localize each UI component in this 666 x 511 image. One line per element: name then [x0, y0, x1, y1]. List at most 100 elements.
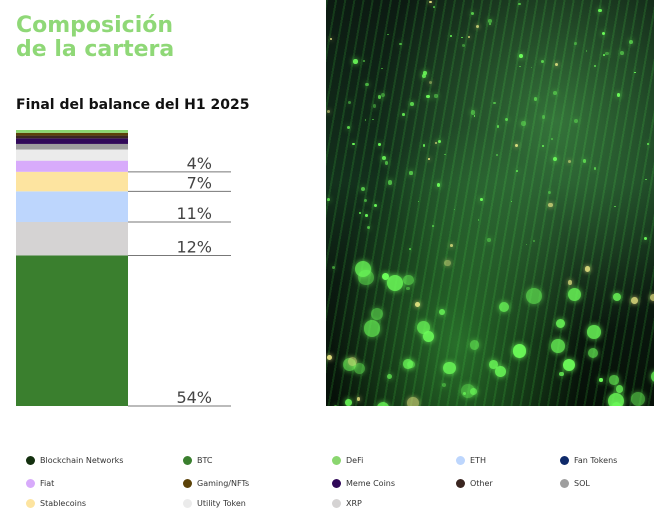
light-dot: [585, 50, 588, 53]
light-dot: [453, 208, 456, 211]
light-dot: [417, 200, 420, 203]
light-dot: [504, 117, 508, 121]
light-dot: [551, 339, 565, 353]
light-dot: [366, 225, 370, 230]
bar-segment-btc: [16, 255, 128, 406]
light-dot: [487, 18, 492, 23]
light-dot: [487, 238, 491, 242]
bar-segment-xrp: [16, 222, 128, 256]
legend-label: Meme Coins: [346, 479, 396, 488]
light-dot: [629, 40, 634, 45]
light-dot: [525, 287, 543, 305]
light-dot: [402, 113, 405, 116]
light-dot: [612, 402, 622, 406]
light-dot: [462, 44, 465, 48]
light-dot: [587, 325, 601, 340]
bar-segment-eth: [16, 191, 128, 222]
light-dot: [423, 71, 427, 75]
segment-value-label: 12%: [176, 237, 212, 256]
light-dot: [493, 101, 496, 105]
decorative-photo: [326, 0, 654, 406]
light-dot: [443, 361, 456, 375]
legend-label: BTC: [197, 456, 213, 465]
light-dot: [598, 8, 602, 12]
light-dot: [426, 94, 430, 99]
light-dot: [645, 178, 647, 181]
light-dot: [567, 159, 572, 164]
light-dot: [365, 82, 369, 87]
legend-swatch: [26, 499, 35, 508]
light-dot: [470, 340, 480, 350]
light-dot: [584, 265, 591, 272]
bar-segment-gaming-nfts: [16, 132, 128, 136]
light-dot: [422, 330, 434, 342]
light-dot: [650, 371, 654, 383]
light-dot: [376, 402, 389, 406]
light-dot: [551, 138, 554, 140]
light-dot: [353, 59, 358, 64]
light-dot: [495, 365, 506, 377]
light-dot: [421, 74, 426, 79]
light-dot: [330, 38, 333, 41]
light-dot: [567, 287, 582, 302]
light-dot: [646, 142, 650, 146]
light-dot: [363, 199, 368, 203]
light-dot: [634, 71, 636, 74]
legend-swatch: [183, 499, 192, 508]
light-dot: [406, 287, 410, 291]
chart-subtitle: Final del balance del H1 2025: [16, 97, 250, 113]
segment-value-label: 54%: [176, 388, 212, 407]
light-dot: [518, 2, 521, 6]
legend-item: SOL: [560, 479, 590, 488]
legend-label: XRP: [346, 499, 362, 508]
light-dot: [402, 274, 414, 286]
light-dot: [449, 35, 452, 38]
light-dot: [372, 104, 377, 108]
light-dot: [363, 319, 381, 337]
light-dot: [326, 354, 333, 361]
light-dot: [593, 167, 597, 170]
light-dot: [344, 399, 352, 406]
light-dot: [574, 41, 578, 45]
light-dot: [347, 100, 351, 104]
legend-item: Fiat: [26, 479, 54, 488]
legend-swatch: [26, 479, 35, 488]
legend-item: ETH: [456, 456, 486, 465]
light-dot: [429, 81, 433, 85]
light-dot: [643, 236, 648, 241]
light-dot: [378, 143, 381, 146]
bar-segment-other: [16, 135, 128, 139]
light-dot: [439, 308, 446, 315]
light-dot: [387, 373, 393, 380]
light-dot: [562, 358, 576, 372]
legend-label: DeFi: [346, 456, 364, 465]
title-line-2: de la cartera: [16, 37, 175, 62]
light-dot: [361, 186, 366, 192]
light-dot: [480, 198, 483, 202]
light-dot: [512, 344, 527, 358]
legend-swatch: [560, 456, 569, 465]
light-dot: [477, 219, 480, 222]
light-dot: [409, 102, 414, 106]
bar-segment-stablecoins: [16, 171, 128, 192]
light-dot: [605, 51, 609, 56]
light-dot: [414, 301, 420, 307]
light-dot: [462, 392, 466, 396]
legend-swatch: [183, 456, 192, 465]
light-dot: [327, 109, 331, 114]
legend-item: DeFi: [332, 456, 363, 465]
light-dot: [333, 405, 337, 406]
light-dot: [437, 139, 441, 143]
legend-swatch: [332, 499, 341, 508]
stacked-bar-chart: 54% 12% 11% 7%4%: [16, 130, 231, 407]
light-dot: [521, 121, 526, 126]
title-line-1: Composición: [16, 13, 174, 38]
segment-value-label: 11%: [176, 204, 212, 223]
light-dot: [381, 155, 386, 160]
light-dot: [650, 294, 654, 302]
light-dot: [603, 54, 606, 57]
legend-label: Blockchain Networks: [40, 456, 124, 465]
light-dot: [380, 67, 383, 70]
light-dot: [559, 371, 564, 377]
legend-item: Meme Coins: [332, 479, 395, 488]
